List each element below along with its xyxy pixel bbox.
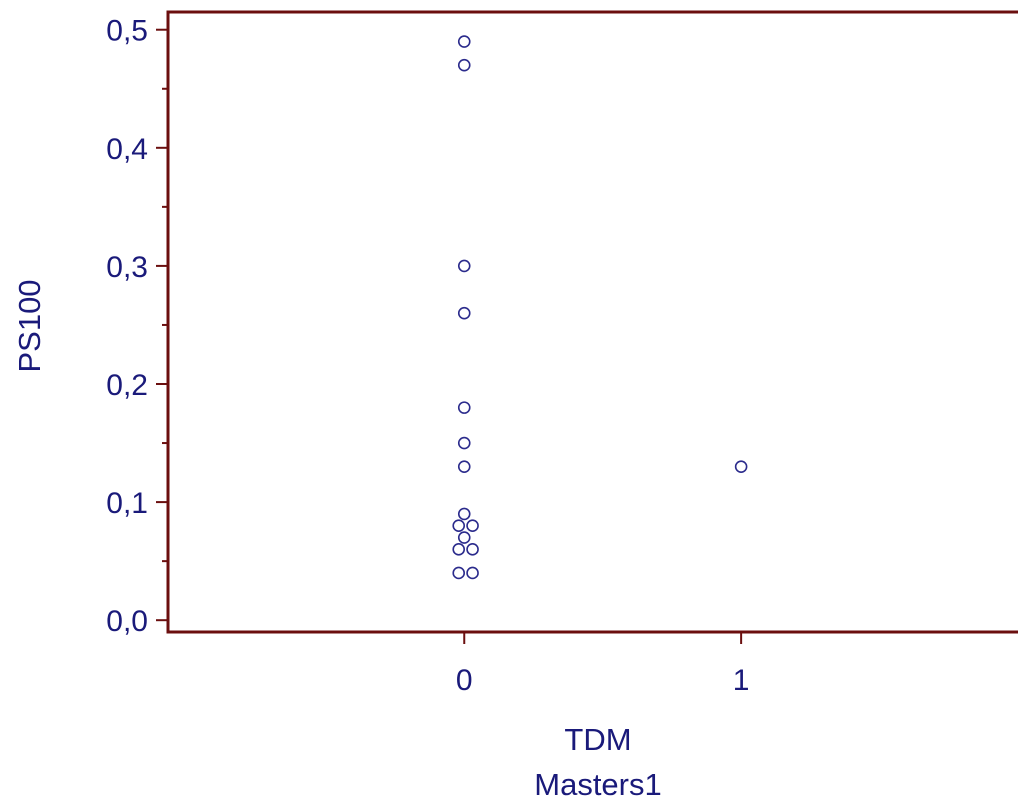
y-axis-ticks: 0,0 0,1 0,2 0,3 0,4 0,5 — [106, 15, 168, 638]
data-point — [452, 543, 466, 556]
x-axis-label-line-1: TDM — [564, 722, 631, 757]
data-point — [457, 259, 471, 273]
data-point — [457, 436, 471, 450]
y-tick-label: 0,0 — [106, 605, 148, 638]
y-tick-label: 0,5 — [106, 15, 148, 48]
data-point — [457, 401, 471, 414]
data-point — [466, 519, 479, 533]
x-axis-label-line-2: Masters1 — [534, 767, 661, 802]
y-tick-label: 0,4 — [106, 133, 148, 166]
data-point — [457, 306, 471, 320]
data-point — [734, 460, 748, 473]
x-tick-label: 0 — [456, 664, 473, 697]
y-axis-label: PS100 — [12, 279, 47, 372]
y-tick-label: 0,1 — [106, 487, 148, 520]
y-tick-label: 0,2 — [106, 369, 148, 402]
axis-frame — [166, 10, 1018, 634]
data-point — [457, 531, 471, 544]
data-point — [457, 35, 471, 48]
x-tick-label: 1 — [733, 664, 750, 697]
data-point — [466, 566, 479, 580]
data-point — [457, 460, 471, 473]
data-point — [457, 58, 471, 72]
data-point — [452, 566, 466, 580]
data-point — [452, 519, 466, 533]
y-tick-label: 0,3 — [106, 251, 148, 284]
data-points — [452, 35, 748, 580]
plot-frame — [166, 10, 1018, 634]
data-point — [457, 507, 471, 521]
data-point — [466, 543, 479, 556]
